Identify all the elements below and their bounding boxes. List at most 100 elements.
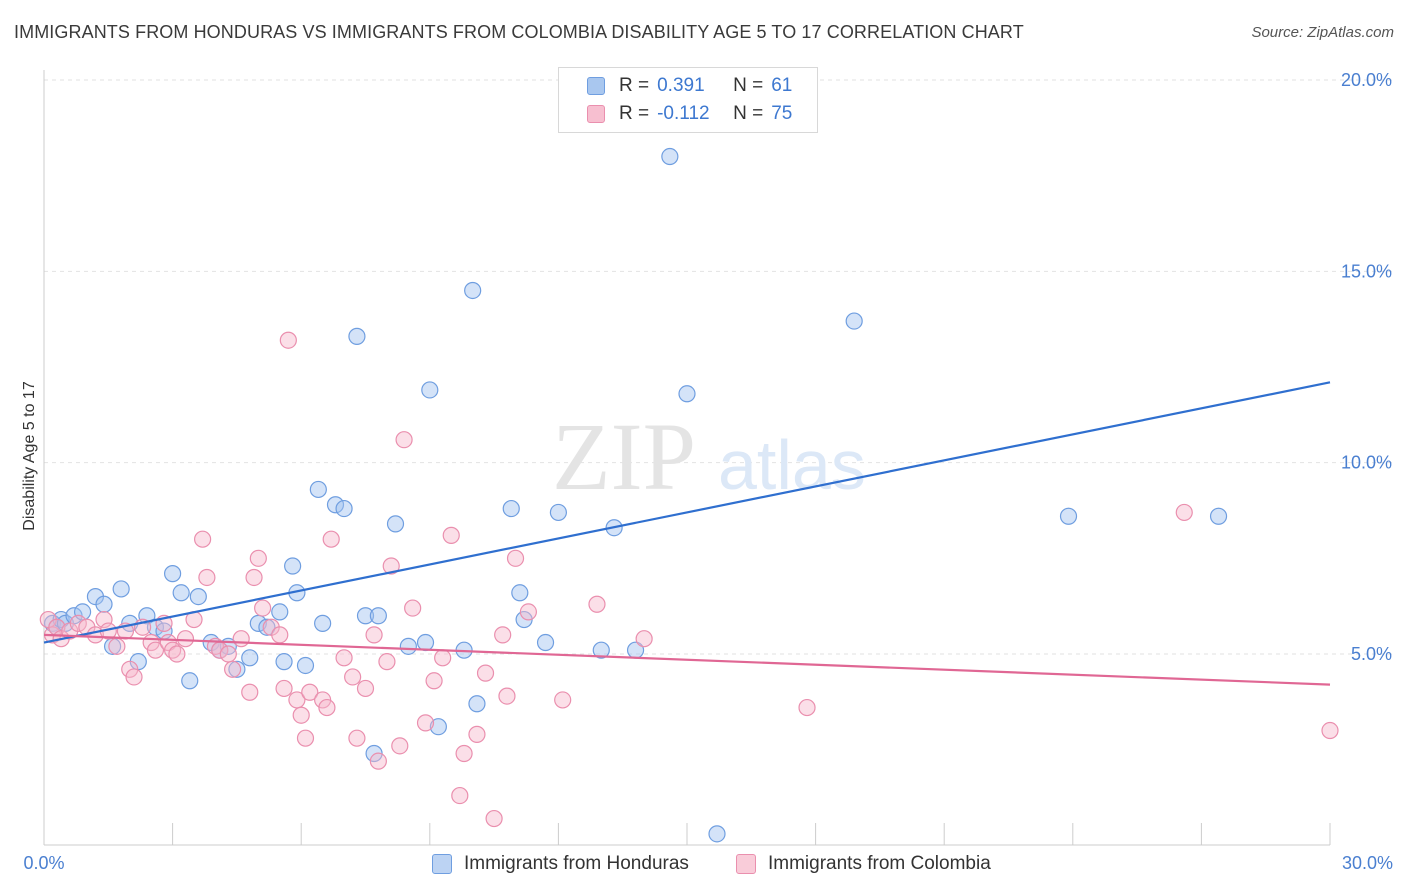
honduras-point: [112, 580, 130, 598]
bottom-legend-honduras: Immigrants from Honduras: [432, 852, 689, 876]
grid-lines: [44, 79, 1392, 655]
honduras-point: [335, 499, 353, 518]
honduras-point: [284, 557, 302, 575]
colombia-point: [296, 729, 315, 747]
bottom-legend-swatch-colombia: [736, 854, 756, 874]
data-points: [39, 147, 1339, 843]
legend-n-value: 61: [771, 75, 793, 96]
colombia-point: [146, 641, 165, 659]
legend-swatch-colombia: [587, 105, 605, 123]
legend-n-label: N =: [733, 75, 764, 96]
honduras-point: [228, 660, 246, 678]
honduras-point: [678, 385, 696, 403]
colombia-point: [344, 668, 362, 686]
colombia-point: [322, 530, 340, 548]
colombia-point: [335, 649, 353, 667]
honduras-point: [95, 595, 113, 613]
legend-swatch-honduras: [587, 77, 605, 95]
y-tick-label: 10.0%: [1341, 453, 1392, 473]
colombia-point: [588, 595, 606, 613]
colombia-point: [245, 568, 263, 587]
bottom-legend-label-colombia: Immigrants from Colombia: [768, 853, 991, 874]
colombia-point: [318, 698, 336, 717]
honduras-point: [421, 381, 439, 399]
honduras-point: [369, 607, 387, 625]
legend-r-value: 0.391: [657, 75, 705, 96]
colombia-point: [635, 630, 653, 648]
honduras-point: [172, 584, 190, 602]
colombia-point: [425, 672, 443, 690]
legend-row-colombia: R = -0.112 N = 75: [587, 101, 792, 127]
chart-title: IMMIGRANTS FROM HONDURAS VS IMMIGRANTS F…: [14, 22, 1024, 42]
honduras-point: [536, 633, 555, 652]
bottom-legend-swatch-honduras: [432, 854, 452, 874]
colombia-point: [224, 660, 242, 678]
colombia-point: [69, 614, 87, 632]
colombia-point: [365, 626, 383, 644]
colombia-point: [232, 630, 250, 648]
honduras-point: [386, 515, 405, 533]
colombia-point: [176, 630, 195, 648]
honduras-point: [1209, 507, 1228, 525]
colombia-trend-line: [43, 633, 1331, 686]
honduras-point: [845, 312, 863, 330]
source-label: Source: ZipAtlas.com: [1251, 24, 1394, 41]
legend-n-value: 75: [771, 103, 793, 124]
colombia-point: [416, 714, 435, 732]
colombia-point: [498, 687, 516, 705]
legend-r-label: R =: [619, 75, 650, 96]
colombia-point: [468, 725, 486, 743]
honduras-trend-line: [43, 381, 1331, 644]
honduras-point: [271, 603, 289, 621]
legend-r-value: -0.112: [657, 103, 710, 124]
bottom-legend-label-honduras: Immigrants from Honduras: [464, 853, 689, 874]
honduras-point: [181, 672, 199, 690]
honduras-point: [1059, 507, 1078, 525]
honduras-point: [258, 618, 276, 636]
colombia-point: [198, 568, 216, 587]
x-tick-label: 0.0%: [23, 853, 64, 873]
y-axis-label: Disability Age 5 to 17: [21, 381, 38, 531]
colombia-point: [292, 706, 310, 724]
colombia-point: [249, 549, 267, 567]
honduras-point: [348, 327, 366, 345]
colombia-point: [494, 626, 512, 644]
colombia-point: [108, 637, 126, 655]
colombia-point: [378, 653, 396, 671]
honduras-point: [502, 499, 520, 518]
trend-lines: [43, 381, 1331, 686]
colombia-point: [554, 691, 572, 709]
honduras-point: [549, 503, 568, 522]
colombia-point: [369, 752, 387, 770]
honduras-point: [241, 649, 259, 667]
colombia-point: [194, 530, 212, 548]
honduras-point: [309, 480, 327, 499]
colombia-point: [125, 668, 143, 686]
legend-r-label: R =: [619, 103, 650, 124]
colombia-point: [254, 599, 272, 617]
honduras-point: [399, 637, 417, 655]
colombia-point: [451, 786, 469, 805]
honduras-point: [468, 695, 486, 713]
stats-legend: R = 0.391 N = 61 R = -0.112 N = 75: [558, 67, 818, 133]
honduras-point: [708, 825, 726, 843]
watermark-zip: ZIP: [552, 403, 696, 510]
colombia-point: [506, 549, 525, 567]
honduras-point: [189, 587, 207, 606]
colombia-point: [241, 683, 259, 701]
colombia-point: [485, 809, 503, 828]
honduras-point: [661, 147, 679, 166]
y-tick-label: 5.0%: [1351, 644, 1392, 664]
colombia-point: [391, 737, 409, 755]
tick-labels: 5.0% 10.0% 15.0% 20.0% 0.0% 30.0%: [23, 70, 1393, 873]
honduras-point: [416, 633, 435, 652]
y-tick-label: 20.0%: [1341, 70, 1392, 90]
colombia-point: [1321, 721, 1339, 740]
honduras-point: [314, 614, 332, 632]
legend-row-honduras: R = 0.391 N = 61: [587, 73, 792, 99]
honduras-point: [464, 281, 482, 300]
honduras-point: [356, 607, 375, 625]
colombia-point: [279, 331, 297, 349]
x-tick-label: 30.0%: [1342, 853, 1393, 873]
